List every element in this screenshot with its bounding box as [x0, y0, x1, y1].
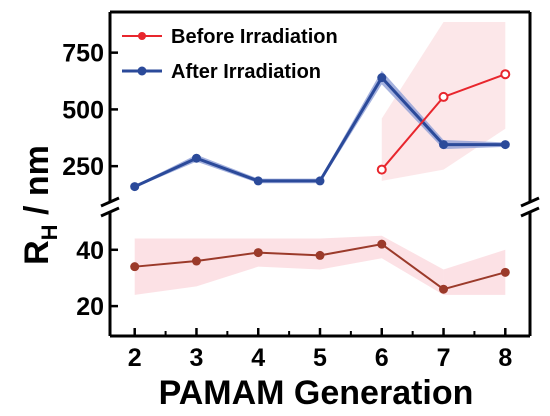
point-after-irradiation	[439, 140, 449, 150]
x-tick-label: 4	[251, 344, 265, 372]
point-before-irradiation	[500, 69, 511, 80]
svg-text:RH / nm: RH / nm	[18, 145, 62, 265]
x-axis-label: PAMAM Generation	[159, 374, 474, 412]
point-after-irradiation	[253, 176, 263, 186]
point-before-irradiation	[191, 256, 201, 266]
band-before-bridge	[443, 249, 506, 295]
y-axis-label-rest: / nm	[18, 145, 56, 224]
legend-label: After Irradiation	[171, 61, 321, 83]
point-before-irradiation	[500, 267, 510, 277]
point-after-irradiation	[315, 176, 325, 186]
line-before-irradiation-bridge	[443, 271, 506, 291]
band-before-low	[134, 235, 444, 295]
y-tick-label: 20	[76, 293, 104, 321]
x-tick-label: 7	[437, 344, 451, 372]
axis-break-mark	[520, 206, 540, 218]
point-before-irradiation	[253, 248, 263, 258]
y-tick-label: 40	[76, 237, 104, 265]
axis-break-mark	[520, 196, 540, 208]
point-before-irradiation	[377, 239, 387, 249]
y-axis-label-subscript: H	[37, 224, 62, 240]
x-tick-label: 3	[190, 344, 204, 372]
y-tick-label: 750	[62, 40, 104, 68]
point-after-irradiation	[500, 140, 510, 150]
axis-ticks: 2 3 4 5 6 7 8 250 500 750 20 40	[62, 40, 512, 372]
point-before-irradiation	[376, 164, 387, 175]
x-tick-label: 5	[313, 344, 327, 372]
x-tick-label: 2	[128, 344, 142, 372]
line-before-irradiation-low	[134, 243, 445, 291]
legend-label: Before Irradiation	[171, 26, 338, 48]
x-tick-label: 6	[375, 344, 389, 372]
legend-marker	[138, 32, 146, 40]
axis-break-mark	[100, 196, 120, 208]
legend-marker	[137, 66, 147, 76]
point-after-irradiation	[191, 153, 201, 163]
point-after-irradiation	[377, 73, 387, 83]
series-markers	[130, 69, 511, 294]
axis-break-mark	[100, 206, 120, 218]
point-before-irradiation	[315, 250, 325, 260]
legend: Before Irradiation After Irradiation	[122, 26, 338, 83]
legend-entry-after: After Irradiation	[122, 61, 321, 83]
point-before-irradiation	[438, 91, 449, 102]
x-tick-label: 8	[498, 344, 512, 372]
y-axis-label-main: R	[18, 240, 56, 265]
y-tick-label: 500	[62, 96, 104, 124]
legend-entry-before: Before Irradiation	[122, 26, 338, 48]
point-before-irradiation	[130, 262, 140, 272]
y-axis-label: RH / nm	[18, 145, 62, 265]
point-after-irradiation	[130, 182, 140, 192]
y-tick-label: 250	[62, 153, 104, 181]
point-before-irradiation	[439, 284, 449, 294]
